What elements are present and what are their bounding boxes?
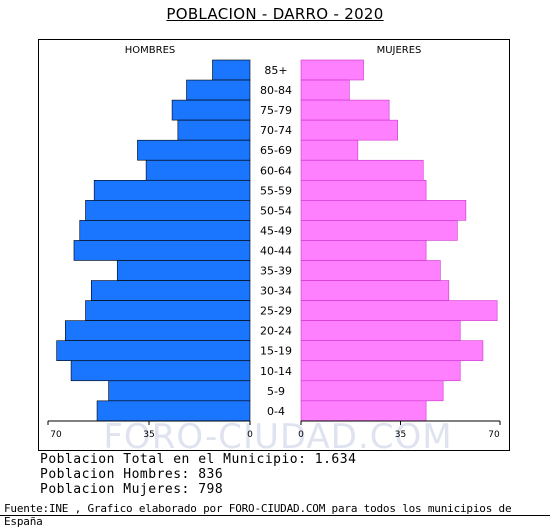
age-group-label: 20-24 <box>260 325 292 338</box>
bar-mujeres-60-64 <box>300 159 424 181</box>
bar-hombres-85+ <box>212 59 251 81</box>
bar-mujeres-5-9 <box>300 380 444 402</box>
bar-mujeres-25-29 <box>300 300 498 321</box>
bar-hombres-25-29 <box>85 300 251 321</box>
bar-mujeres-20-24 <box>300 320 461 341</box>
stat-total-population: Poblacion Total en el Municipio: 1.634 <box>40 452 357 467</box>
age-group-label: 75-79 <box>260 104 292 117</box>
bar-hombres-35-39 <box>116 260 251 281</box>
bar-hombres-15-19 <box>56 340 251 362</box>
bar-mujeres-55-59 <box>300 180 427 201</box>
watermark: FORO-CIUDAD.COM <box>103 417 452 457</box>
age-group-label: 35-39 <box>260 265 292 278</box>
bar-mujeres-35-39 <box>300 260 441 281</box>
x-tick-label-right: 0 <box>298 430 304 440</box>
bar-hombres-55-59 <box>93 180 251 201</box>
age-group-label: 45-49 <box>260 224 292 237</box>
age-group-label: 15-19 <box>260 345 292 358</box>
bar-hombres-80-84 <box>186 79 251 101</box>
age-group-label: 50-54 <box>260 204 292 217</box>
footer-divider <box>0 515 550 516</box>
stat-female-population: Poblacion Mujeres: 798 <box>40 482 224 497</box>
bar-hombres-70-74 <box>177 119 251 141</box>
age-group-label: 5-9 <box>267 385 285 398</box>
age-group-label: 70-74 <box>260 124 292 137</box>
bar-hombres-50-54 <box>85 200 251 221</box>
bar-hombres-40-44 <box>73 240 251 261</box>
age-group-label: 0-4 <box>267 405 285 418</box>
bar-mujeres-85+ <box>300 59 364 81</box>
bar-mujeres-45-49 <box>300 220 458 241</box>
bar-hombres-20-24 <box>65 320 251 341</box>
age-group-label: 55-59 <box>260 184 292 197</box>
bar-hombres-0-4 <box>96 400 251 422</box>
page-title: POBLACION - DARRO - 2020 <box>166 5 384 23</box>
bar-mujeres-50-54 <box>300 200 467 221</box>
bar-mujeres-15-19 <box>300 340 484 362</box>
bar-hombres-5-9 <box>108 380 251 402</box>
age-group-label: 60-64 <box>260 164 292 177</box>
x-tick-label-left: 70 <box>50 430 62 440</box>
age-group-label: 85+ <box>264 64 287 77</box>
bar-mujeres-75-79 <box>300 99 390 121</box>
bar-mujeres-0-4 <box>300 400 427 422</box>
bar-hombres-10-14 <box>70 360 251 382</box>
bar-hombres-75-79 <box>171 99 251 121</box>
age-group-label: 10-14 <box>260 365 292 378</box>
age-group-label: 25-29 <box>260 305 292 318</box>
x-tick-label-right: 70 <box>488 430 500 440</box>
x-tick-label-left: 35 <box>143 430 154 440</box>
stat-male-population: Poblacion Hombres: 836 <box>40 467 224 482</box>
bar-mujeres-65-69 <box>300 139 359 161</box>
right-side-label: MUJERES <box>377 45 422 56</box>
bar-mujeres-30-34 <box>300 280 450 301</box>
age-group-label: 30-34 <box>260 285 292 298</box>
bar-mujeres-80-84 <box>300 79 350 101</box>
left-side-label: HOMBRES <box>125 45 176 56</box>
bar-hombres-65-69 <box>137 139 251 161</box>
x-tick-label-left: 0 <box>247 430 253 440</box>
x-tick-label-right: 35 <box>395 430 406 440</box>
bar-mujeres-70-74 <box>300 119 398 141</box>
bar-hombres-45-49 <box>79 220 251 241</box>
age-group-label: 80-84 <box>260 84 292 97</box>
bar-mujeres-10-14 <box>300 360 461 382</box>
age-group-label: 40-44 <box>260 244 292 257</box>
bar-mujeres-40-44 <box>300 240 427 261</box>
bar-hombres-30-34 <box>90 280 251 301</box>
bar-hombres-60-64 <box>145 159 251 181</box>
age-group-label: 65-69 <box>260 144 292 157</box>
